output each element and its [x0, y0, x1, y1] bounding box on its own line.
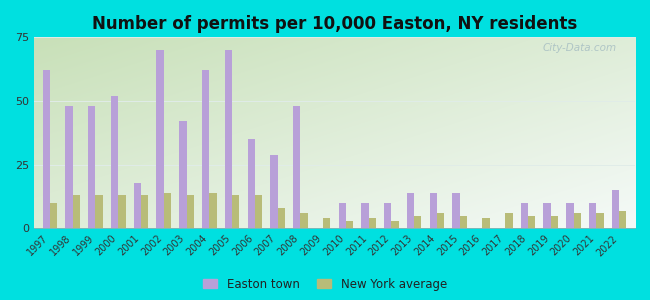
Bar: [528, 216, 536, 229]
Bar: [96, 195, 103, 229]
Bar: [141, 195, 148, 229]
Bar: [339, 203, 346, 229]
Bar: [369, 218, 376, 229]
Bar: [612, 190, 619, 229]
Bar: [278, 208, 285, 229]
Bar: [543, 203, 551, 229]
Bar: [414, 216, 421, 229]
Bar: [43, 70, 50, 229]
Bar: [323, 218, 330, 229]
Bar: [566, 203, 573, 229]
Bar: [619, 211, 627, 229]
Bar: [134, 183, 141, 229]
Bar: [391, 221, 398, 229]
Bar: [187, 195, 194, 229]
Bar: [521, 203, 528, 229]
Bar: [300, 213, 307, 229]
Bar: [179, 122, 187, 229]
Bar: [573, 213, 581, 229]
Bar: [589, 203, 596, 229]
Bar: [505, 213, 512, 229]
Legend: Easton town, New York average: Easton town, New York average: [200, 274, 450, 294]
Bar: [255, 195, 262, 229]
Title: Number of permits per 10,000 Easton, NY residents: Number of permits per 10,000 Easton, NY …: [92, 15, 577, 33]
Bar: [270, 154, 278, 229]
Bar: [118, 195, 125, 229]
Bar: [407, 193, 414, 229]
Bar: [460, 216, 467, 229]
Bar: [73, 195, 80, 229]
Bar: [157, 50, 164, 229]
Bar: [164, 193, 171, 229]
Bar: [293, 106, 300, 229]
Bar: [384, 203, 391, 229]
Bar: [232, 195, 239, 229]
Bar: [437, 213, 444, 229]
Text: City-Data.com: City-Data.com: [543, 43, 617, 53]
Bar: [361, 203, 369, 229]
Bar: [209, 193, 216, 229]
Bar: [225, 50, 232, 229]
Bar: [111, 96, 118, 229]
Bar: [202, 70, 209, 229]
Bar: [50, 203, 57, 229]
Bar: [452, 193, 460, 229]
Bar: [248, 139, 255, 229]
Bar: [430, 193, 437, 229]
Bar: [596, 213, 604, 229]
Bar: [66, 106, 73, 229]
Bar: [551, 216, 558, 229]
Bar: [482, 218, 489, 229]
Bar: [346, 221, 353, 229]
Bar: [88, 106, 96, 229]
